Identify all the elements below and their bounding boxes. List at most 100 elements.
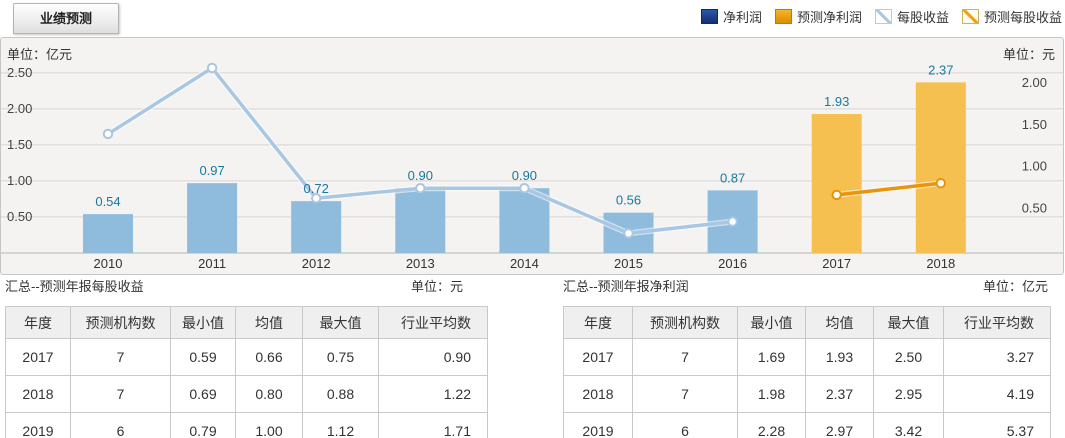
table-row: 2017 7 0.59 0.66 0.75 0.90 xyxy=(5,338,488,376)
table-cell: 3.27 xyxy=(943,338,1051,376)
chart-legend: 净利润 预测净利润 每股收益 预测每股收益 xyxy=(700,7,1062,26)
svg-text:2.00: 2.00 xyxy=(7,101,32,116)
table-cell: 7 xyxy=(70,338,171,376)
table-header-cell: 最小值 xyxy=(737,306,806,339)
table-header-row: 年度 预测机构数 最小值 均值 最大值 行业平均数 xyxy=(563,306,1051,339)
legend-label: 每股收益 xyxy=(896,10,949,25)
table-cell: 7 xyxy=(70,375,171,413)
svg-text:0.90: 0.90 xyxy=(408,168,433,183)
tab-performance-forecast[interactable]: 业绩预测 xyxy=(13,3,119,34)
table-row: 2019 6 2.28 2.97 3.42 5.37 xyxy=(563,412,1051,438)
legend-item-0[interactable]: 净利润 xyxy=(700,7,762,26)
legend-label: 预测净利润 xyxy=(796,10,862,25)
svg-text:2.37: 2.37 xyxy=(928,62,953,77)
table-cell: 5.37 xyxy=(943,412,1051,438)
svg-text:0.56: 0.56 xyxy=(616,193,641,208)
svg-text:2013: 2013 xyxy=(406,256,435,271)
svg-text:2012: 2012 xyxy=(302,256,331,271)
table-cell: 0.88 xyxy=(302,375,379,413)
table-header-cell: 行业平均数 xyxy=(943,306,1051,339)
svg-text:0.97: 0.97 xyxy=(199,163,224,178)
table-header-cell: 预测机构数 xyxy=(632,306,738,339)
legend-item-3[interactable]: 预测每股收益 xyxy=(961,7,1062,26)
svg-text:0.50: 0.50 xyxy=(1022,200,1047,215)
table-header-cell: 均值 xyxy=(805,306,874,339)
eps-forecast-table: 年度 预测机构数 最小值 均值 最大值 行业平均数 2017 7 0.59 0.66 0.75 0.9… xyxy=(5,306,488,438)
svg-text:2011: 2011 xyxy=(198,256,226,271)
table-cell: 1.00 xyxy=(235,412,303,438)
table-cell: 2017 xyxy=(563,338,633,376)
table-cell: 2018 xyxy=(5,375,71,413)
table-cell: 7 xyxy=(632,338,738,376)
table-cell: 2019 xyxy=(5,412,71,438)
legend-item-1[interactable]: 预测净利润 xyxy=(774,7,862,26)
table-cell: 3.42 xyxy=(873,412,944,438)
svg-text:0.50: 0.50 xyxy=(7,209,32,224)
table-cell: 1.71 xyxy=(378,412,488,438)
legend-label: 净利润 xyxy=(722,10,762,25)
table-header-cell: 最小值 xyxy=(170,306,236,339)
table-cell: 7 xyxy=(632,375,738,413)
line-swatch-icon xyxy=(874,9,892,24)
table-cell: 2.50 xyxy=(873,338,944,376)
svg-text:1.00: 1.00 xyxy=(1022,159,1047,174)
table-cell: 1.12 xyxy=(302,412,379,438)
bar-swatch-icon xyxy=(774,9,792,24)
svg-text:2015: 2015 xyxy=(614,256,643,271)
svg-text:2.50: 2.50 xyxy=(7,65,32,80)
forecast-bar-line-chart: 0.54 0.97 0.72 0.90 0.90 0.56 0.87 1.93 2.37 0.50… xyxy=(1,62,1063,271)
table-header-row: 年度 预测机构数 最小值 均值 最大值 行业平均数 xyxy=(5,306,488,339)
table-header-cell: 预测机构数 xyxy=(70,306,171,339)
table-cell: 0.69 xyxy=(170,375,236,413)
table-cell: 4.19 xyxy=(943,375,1051,413)
table-cell: 0.80 xyxy=(235,375,303,413)
table-header-cell: 行业平均数 xyxy=(378,306,488,339)
svg-text:1.93: 1.93 xyxy=(824,94,849,109)
table-cell: 2018 xyxy=(563,375,633,413)
svg-text:1.50: 1.50 xyxy=(1022,117,1047,132)
svg-text:2018: 2018 xyxy=(926,256,955,271)
table-header-cell: 最大值 xyxy=(873,306,944,339)
table-header-cell: 最大值 xyxy=(302,306,379,339)
netprofit-forecast-table: 年度 预测机构数 最小值 均值 最大值 行业平均数 2017 7 1.69 1.93 2.50 3.2… xyxy=(563,306,1051,438)
table-row: 2018 7 0.69 0.80 0.88 1.22 xyxy=(5,375,488,413)
table-cell: 2019 xyxy=(563,412,633,438)
eps-table-title: 汇总--预测年报每股收益 xyxy=(5,278,144,294)
table-cell: 1.93 xyxy=(805,338,874,376)
svg-text:1.00: 1.00 xyxy=(7,173,32,188)
table-cell: 2017 xyxy=(5,338,71,376)
svg-text:0.72: 0.72 xyxy=(304,181,329,196)
netprofit-table-title: 汇总--预测年报净利润 xyxy=(563,278,689,294)
svg-text:2.00: 2.00 xyxy=(1022,75,1047,90)
table-cell: 2.28 xyxy=(737,412,806,438)
table-cell: 2.95 xyxy=(873,375,944,413)
table-cell: 0.79 xyxy=(170,412,236,438)
table-cell: 1.22 xyxy=(378,375,488,413)
svg-text:2016: 2016 xyxy=(718,256,747,271)
netprofit-table-unit: 单位：亿元 xyxy=(982,278,1048,294)
table-cell: 6 xyxy=(632,412,738,438)
table-row: 2019 6 0.79 1.00 1.12 1.71 xyxy=(5,412,488,438)
svg-text:2010: 2010 xyxy=(94,256,123,271)
svg-text:2017: 2017 xyxy=(822,256,851,271)
left-axis-unit-label: 单位：亿元 xyxy=(7,47,73,62)
table-header-cell: 年度 xyxy=(5,306,71,339)
table-cell: 0.59 xyxy=(170,338,236,376)
table-row: 2018 7 1.98 2.37 2.95 4.19 xyxy=(563,375,1051,413)
svg-text:0.54: 0.54 xyxy=(95,194,120,209)
svg-text:0.90: 0.90 xyxy=(512,168,537,183)
table-cell: 6 xyxy=(70,412,171,438)
table-cell: 2.97 xyxy=(805,412,874,438)
forecast-chart-panel: 单位：亿元 单位：元 0.54 0.97 0.72 0.90 0.90 0.56 0.87 1… xyxy=(0,37,1064,275)
bar-swatch-icon xyxy=(700,9,718,24)
svg-text:1.50: 1.50 xyxy=(7,137,32,152)
table-header-cell: 年度 xyxy=(563,306,633,339)
legend-item-2[interactable]: 每股收益 xyxy=(874,7,949,26)
table-cell: 1.98 xyxy=(737,375,806,413)
netprofit-table-header-row: 汇总--预测年报净利润 单位：亿元 xyxy=(563,277,1050,294)
svg-text:2014: 2014 xyxy=(510,256,539,271)
table-cell: 0.90 xyxy=(378,338,488,376)
table-cell: 2.37 xyxy=(805,375,874,413)
svg-text:0.87: 0.87 xyxy=(720,170,745,185)
